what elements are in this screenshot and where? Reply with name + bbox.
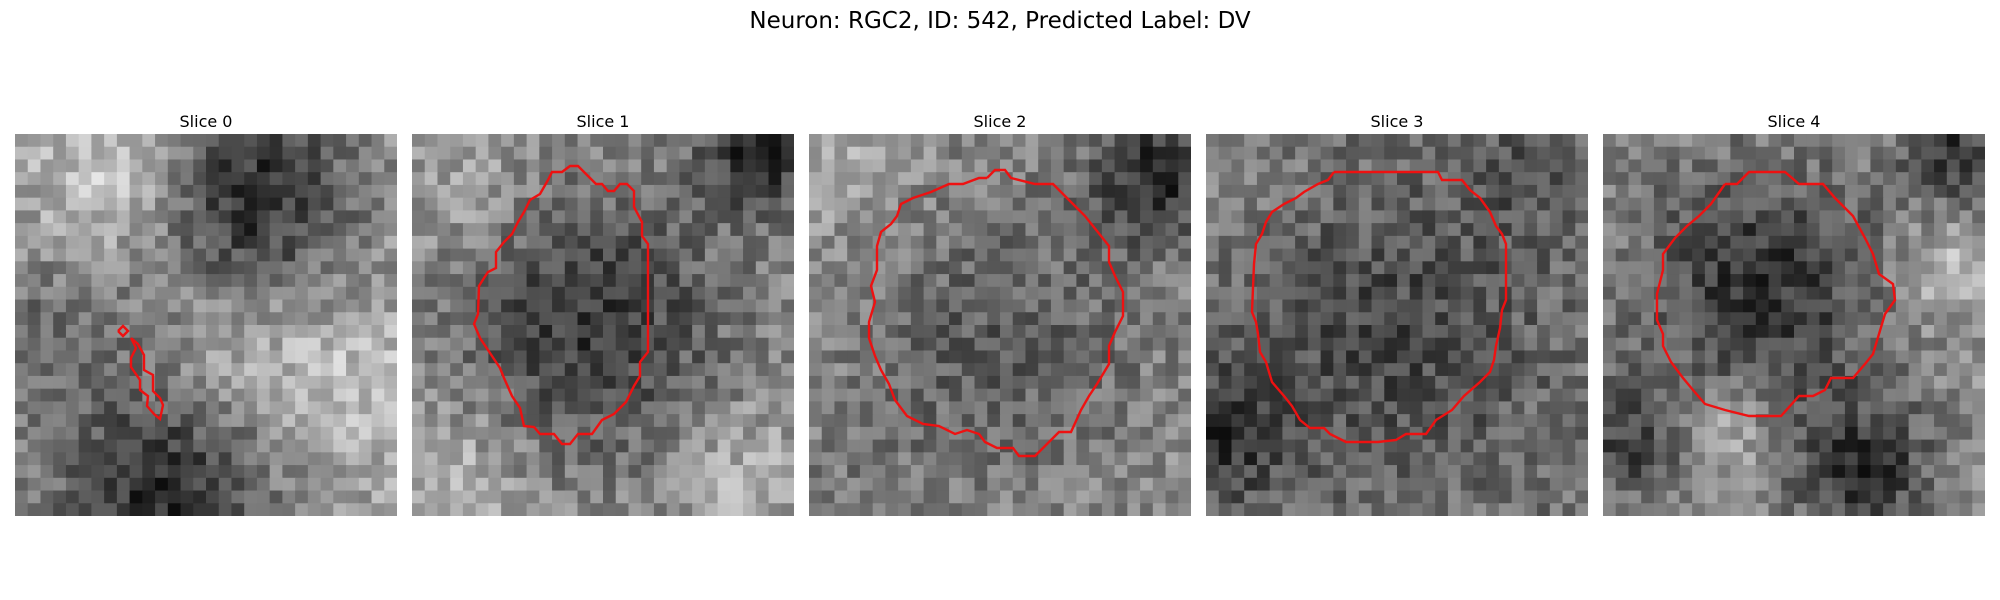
slice-panel-4: Slice 4 [1603,110,1985,516]
slice-image [412,134,794,516]
slice-title: Slice 0 [179,112,233,131]
segmentation-contour [1250,170,1508,444]
segmentation-contour [1655,170,1897,418]
slice-panel-2: Slice 2 [809,110,1191,516]
slice-title: Slice 3 [1370,112,1424,131]
segmentation-contour [129,337,165,422]
figure-title: Neuron: RGC2, ID: 542, Predicted Label: … [749,8,1251,34]
segmentation-contour [867,168,1125,458]
pixel-grid [809,134,1191,516]
slice-title: Slice 1 [576,112,630,131]
pixel-grid [1603,134,1985,516]
segmentation-contour [472,164,650,446]
pixel-grid [412,134,794,516]
slice-panel-1: Slice 1 [412,110,794,516]
pixel-grid [15,134,397,516]
slice-title: Slice 4 [1767,112,1821,131]
slice-panel-0: Slice 0 [15,110,397,516]
pixel-grid [1206,134,1588,516]
segmentation-contour-small [117,324,130,338]
slice-image [1603,134,1985,516]
slice-title: Slice 2 [973,112,1027,131]
slice-panel-3: Slice 3 [1206,110,1588,516]
slice-image [1206,134,1588,516]
slice-image [809,134,1191,516]
slice-image [15,134,397,516]
